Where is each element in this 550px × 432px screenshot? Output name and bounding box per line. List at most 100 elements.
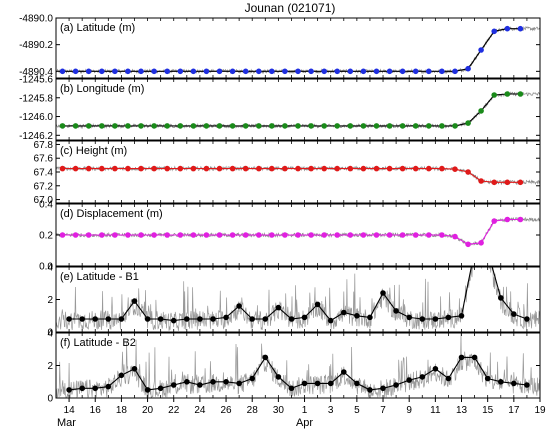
daily-point — [170, 382, 177, 388]
daily-point — [426, 232, 432, 238]
daily-point — [360, 232, 367, 238]
daily-point — [190, 68, 197, 75]
daily-point — [92, 316, 98, 322]
daily-point — [138, 232, 144, 238]
daily-point — [478, 47, 484, 53]
daily-point — [386, 68, 393, 75]
daily-point — [380, 290, 386, 296]
daily-point — [105, 316, 112, 322]
daily-point — [419, 316, 426, 322]
daily-point — [210, 316, 216, 322]
panel-3: 67.0 67.2 67.4 67.6 67.8 (c) Height (m) — [34, 140, 541, 206]
daily-point — [321, 232, 328, 238]
daily-point — [308, 123, 314, 129]
daily-point — [465, 65, 471, 72]
x-tick-label: 7 — [380, 405, 386, 416]
daily-point — [138, 123, 144, 129]
daily-point — [203, 68, 210, 75]
daily-point — [256, 123, 262, 129]
daily-point — [439, 165, 445, 172]
daily-point — [334, 165, 341, 172]
daily-point — [347, 232, 354, 238]
daily-point — [301, 380, 308, 387]
daily-point — [177, 165, 184, 172]
daily-point — [170, 317, 177, 324]
daily-point — [79, 316, 85, 322]
daily-point — [452, 233, 458, 240]
daily-point — [118, 372, 125, 379]
daily-point — [125, 123, 131, 129]
daily-point — [478, 240, 484, 246]
daily-point — [144, 387, 151, 393]
daily-point — [157, 385, 164, 392]
daily-point — [426, 123, 432, 129]
daily-point — [210, 379, 216, 385]
daily-point — [511, 380, 517, 387]
daily-point — [354, 380, 360, 387]
daily-point — [386, 165, 393, 172]
daily-point — [203, 232, 210, 238]
daily-point — [393, 382, 399, 388]
daily-point — [432, 366, 439, 372]
daily-point — [426, 68, 432, 75]
daily-point — [314, 301, 321, 308]
daily-point — [262, 316, 269, 322]
daily-point — [190, 165, 197, 172]
panel-1: -4890.4 -4890.2 -4890.0 (a) Latitude (m) — [19, 14, 541, 79]
daily-point — [412, 68, 419, 75]
daily-point — [275, 304, 282, 311]
daily-point — [295, 123, 301, 129]
panel-title: (e) Latitude - B1 — [60, 271, 139, 283]
daily-point — [138, 165, 144, 172]
panel-2: -1246.2 -1246.0 -1245.8 -1245.6 (b) Longitud… — [19, 75, 541, 142]
daily-point — [452, 123, 458, 129]
daily-point — [151, 232, 157, 238]
daily-point — [491, 92, 498, 98]
daily-point — [458, 313, 465, 319]
daily-point — [229, 232, 236, 238]
daily-point — [354, 313, 360, 319]
daily-point — [399, 123, 406, 129]
y-tick-label: 2 — [47, 361, 53, 372]
daily-point — [288, 385, 295, 392]
daily-point — [445, 314, 452, 321]
panel-4: 0.0 0.2 0.4 (d) Displacement (m) — [39, 200, 541, 273]
daily-point — [125, 232, 131, 238]
daily-point — [164, 232, 170, 238]
daily-point — [72, 123, 79, 129]
daily-point — [458, 354, 465, 361]
daily-point — [216, 232, 223, 238]
daily-point — [301, 314, 308, 321]
daily-point — [308, 165, 314, 172]
x-tick-label: 1 — [302, 405, 308, 416]
daily-point — [236, 380, 242, 387]
x-tick-label: 9 — [406, 405, 412, 416]
daily-point — [491, 28, 498, 35]
panel-frame — [55, 78, 541, 141]
y-tick-label: 67.6 — [34, 154, 54, 165]
x-tick-label: 18 — [116, 405, 128, 416]
daily-point — [406, 377, 413, 383]
daily-point — [164, 165, 170, 172]
month-label: Apr — [296, 417, 313, 429]
daily-series-line — [62, 168, 521, 183]
daily-point — [327, 380, 334, 387]
daily-point — [99, 123, 105, 129]
daily-point — [242, 232, 249, 238]
daily-point — [131, 298, 138, 304]
daily-point — [295, 232, 301, 238]
daily-point — [269, 232, 275, 238]
daily-point — [125, 165, 131, 172]
daily-point — [386, 123, 393, 129]
daily-point — [465, 169, 471, 175]
y-tick-label: -4890.4 — [19, 67, 53, 78]
daily-point — [426, 165, 432, 172]
daily-point — [203, 123, 210, 129]
daily-point — [197, 316, 203, 322]
daily-point — [471, 354, 478, 361]
daily-point — [491, 218, 498, 224]
daily-point — [314, 380, 321, 387]
daily-point — [504, 179, 511, 186]
panel-title: (d) Displacement (m) — [60, 208, 163, 220]
daily-point — [373, 68, 380, 75]
